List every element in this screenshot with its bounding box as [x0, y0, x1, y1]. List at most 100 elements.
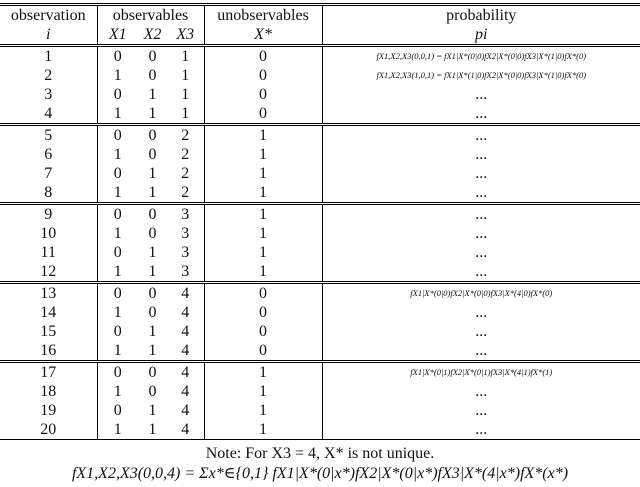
table-cell: 0: [204, 341, 323, 362]
table-cell: 1: [113, 304, 122, 321]
table-cell: 18: [0, 382, 98, 401]
table-cell: 0: [138, 123, 167, 145]
note: Note: For X3 = 4, X* is not unique.: [205, 445, 435, 462]
table-cell: 2: [167, 183, 205, 204]
table-cell: 0: [138, 202, 167, 224]
table-cell: 1: [148, 342, 157, 359]
table-cell: 2: [167, 123, 205, 145]
table-cell: 0: [204, 66, 323, 85]
table-cell: ...: [475, 263, 488, 280]
table-cell: 3: [167, 262, 205, 283]
table-cell: 11: [0, 243, 98, 262]
table-cell: 1: [113, 342, 122, 359]
table-cell: 1: [148, 86, 157, 103]
table-cell: ...: [475, 304, 488, 321]
table-cell: ...: [475, 184, 488, 201]
table-cell: 1: [113, 146, 122, 163]
table-row: 14 1 0 4 0...: [0, 303, 640, 322]
table-cell: ...: [322, 123, 640, 145]
table-cell: 1: [204, 123, 323, 145]
table-cell: 8: [0, 183, 98, 204]
table-cell: 1: [148, 244, 157, 261]
table-cell: 7: [0, 164, 98, 183]
table-row: 16 1 1 4 0...: [0, 341, 640, 362]
table-cell: 2: [0, 66, 98, 85]
table-cell: 17: [0, 360, 98, 382]
table-cell: 1: [148, 402, 157, 419]
table-cell: 1: [204, 164, 323, 183]
table-cell: 16: [0, 341, 98, 362]
table-cell: ...: [322, 202, 640, 224]
table-cell: 4: [167, 401, 205, 420]
table-cell: 1: [148, 263, 157, 280]
table-cell: ...: [475, 323, 488, 340]
header-cell: observables: [97, 4, 205, 25]
table-cell: 4: [167, 281, 205, 303]
table-row: 2 1 0 1 0 fX1,X2,X3(1,0,1) = fX1|X*(1|0)fX2|X…: [0, 66, 640, 85]
table-cell: 1: [113, 184, 122, 201]
table-row: 5 0 0 2 1...: [0, 123, 640, 145]
table-cell: 0: [113, 323, 122, 340]
table-cell: ...: [475, 402, 488, 419]
table-cell: 9: [0, 202, 98, 224]
table-cell: 0: [148, 304, 157, 321]
table-cell: 1: [167, 85, 205, 104]
table-row: 9 0 0 3 1...: [0, 202, 640, 224]
header-row: i X1 X2 X3 X* pi: [0, 25, 640, 47]
table-cell: ...: [475, 383, 488, 400]
table-cell: 19: [0, 401, 98, 420]
table-cell: 5: [0, 123, 98, 145]
table-cell: 1: [0, 45, 98, 66]
table-cell: 0: [138, 360, 167, 382]
table-cell: 0: [204, 45, 323, 66]
header-cell: i: [0, 25, 98, 47]
table-row: 10 1 0 3 1...: [0, 224, 640, 243]
table-cell: 4: [167, 382, 205, 401]
table-cell: 14: [0, 303, 98, 322]
table-cell: 1: [167, 66, 205, 85]
table-cell: 3: [167, 243, 205, 262]
header-cell: unobservables: [204, 4, 323, 25]
table-cell: 3: [167, 202, 205, 224]
table-row: 20 1 1 4 1...: [0, 420, 640, 440]
table-cell: 0: [148, 383, 157, 400]
header-cell: pi: [322, 25, 640, 47]
table-cell: 0: [97, 202, 138, 224]
table-cell: ...: [475, 225, 488, 242]
table-cell: 6: [0, 145, 98, 164]
table-row: 1 0 0 1 0 fX1,X2,X3(0,0,1) = fX1|X*(0|0)fX2|X…: [0, 45, 640, 66]
table-cell: 0: [97, 360, 138, 382]
header-cell: X2: [138, 25, 167, 47]
table-cell: 1: [148, 105, 157, 122]
table-row: 15 0 1 4 0...: [0, 322, 640, 341]
table-cell: 4: [167, 322, 205, 341]
table-cell: 1: [204, 420, 323, 440]
table-cell: fX1,X2,X3(1,0,1) = fX1|X*(1|0)fX2|X*(0|0…: [376, 70, 587, 80]
table-cell: ...: [322, 420, 640, 440]
table-cell: 0: [204, 322, 323, 341]
table-cell: 1: [167, 104, 205, 125]
table-cell: 1: [204, 243, 323, 262]
table-cell: 1: [148, 323, 157, 340]
table-cell: 4: [167, 360, 205, 382]
table-row: 3 0 1 1 0...: [0, 85, 640, 104]
table-cell: 4: [167, 420, 205, 440]
table-cell: 0: [204, 104, 323, 125]
table-cell: 0: [204, 303, 323, 322]
table-cell: 0: [113, 48, 122, 65]
table-cell: 3: [0, 85, 98, 104]
table-cell: 1: [113, 67, 122, 84]
header-cell: X3: [167, 25, 205, 47]
table-cell: 0: [148, 146, 157, 163]
table-cell: ...: [475, 105, 488, 122]
notes: Note: For X3 = 4, X* is not unique. fX1,X…: [0, 444, 640, 484]
table-cell: 0: [113, 165, 122, 182]
table-row: 6 1 0 2 1...: [0, 145, 640, 164]
table-row: 17 0 0 4 1 fX1|X*(0|1)fX2|X*(0|1)fX3|X*(4|1)f…: [0, 360, 640, 382]
table-cell: 0: [97, 123, 138, 145]
table-cell: 2: [167, 164, 205, 183]
table-cell: ...: [475, 86, 488, 103]
table-cell: 0: [204, 281, 323, 303]
table-cell: 0: [113, 402, 122, 419]
